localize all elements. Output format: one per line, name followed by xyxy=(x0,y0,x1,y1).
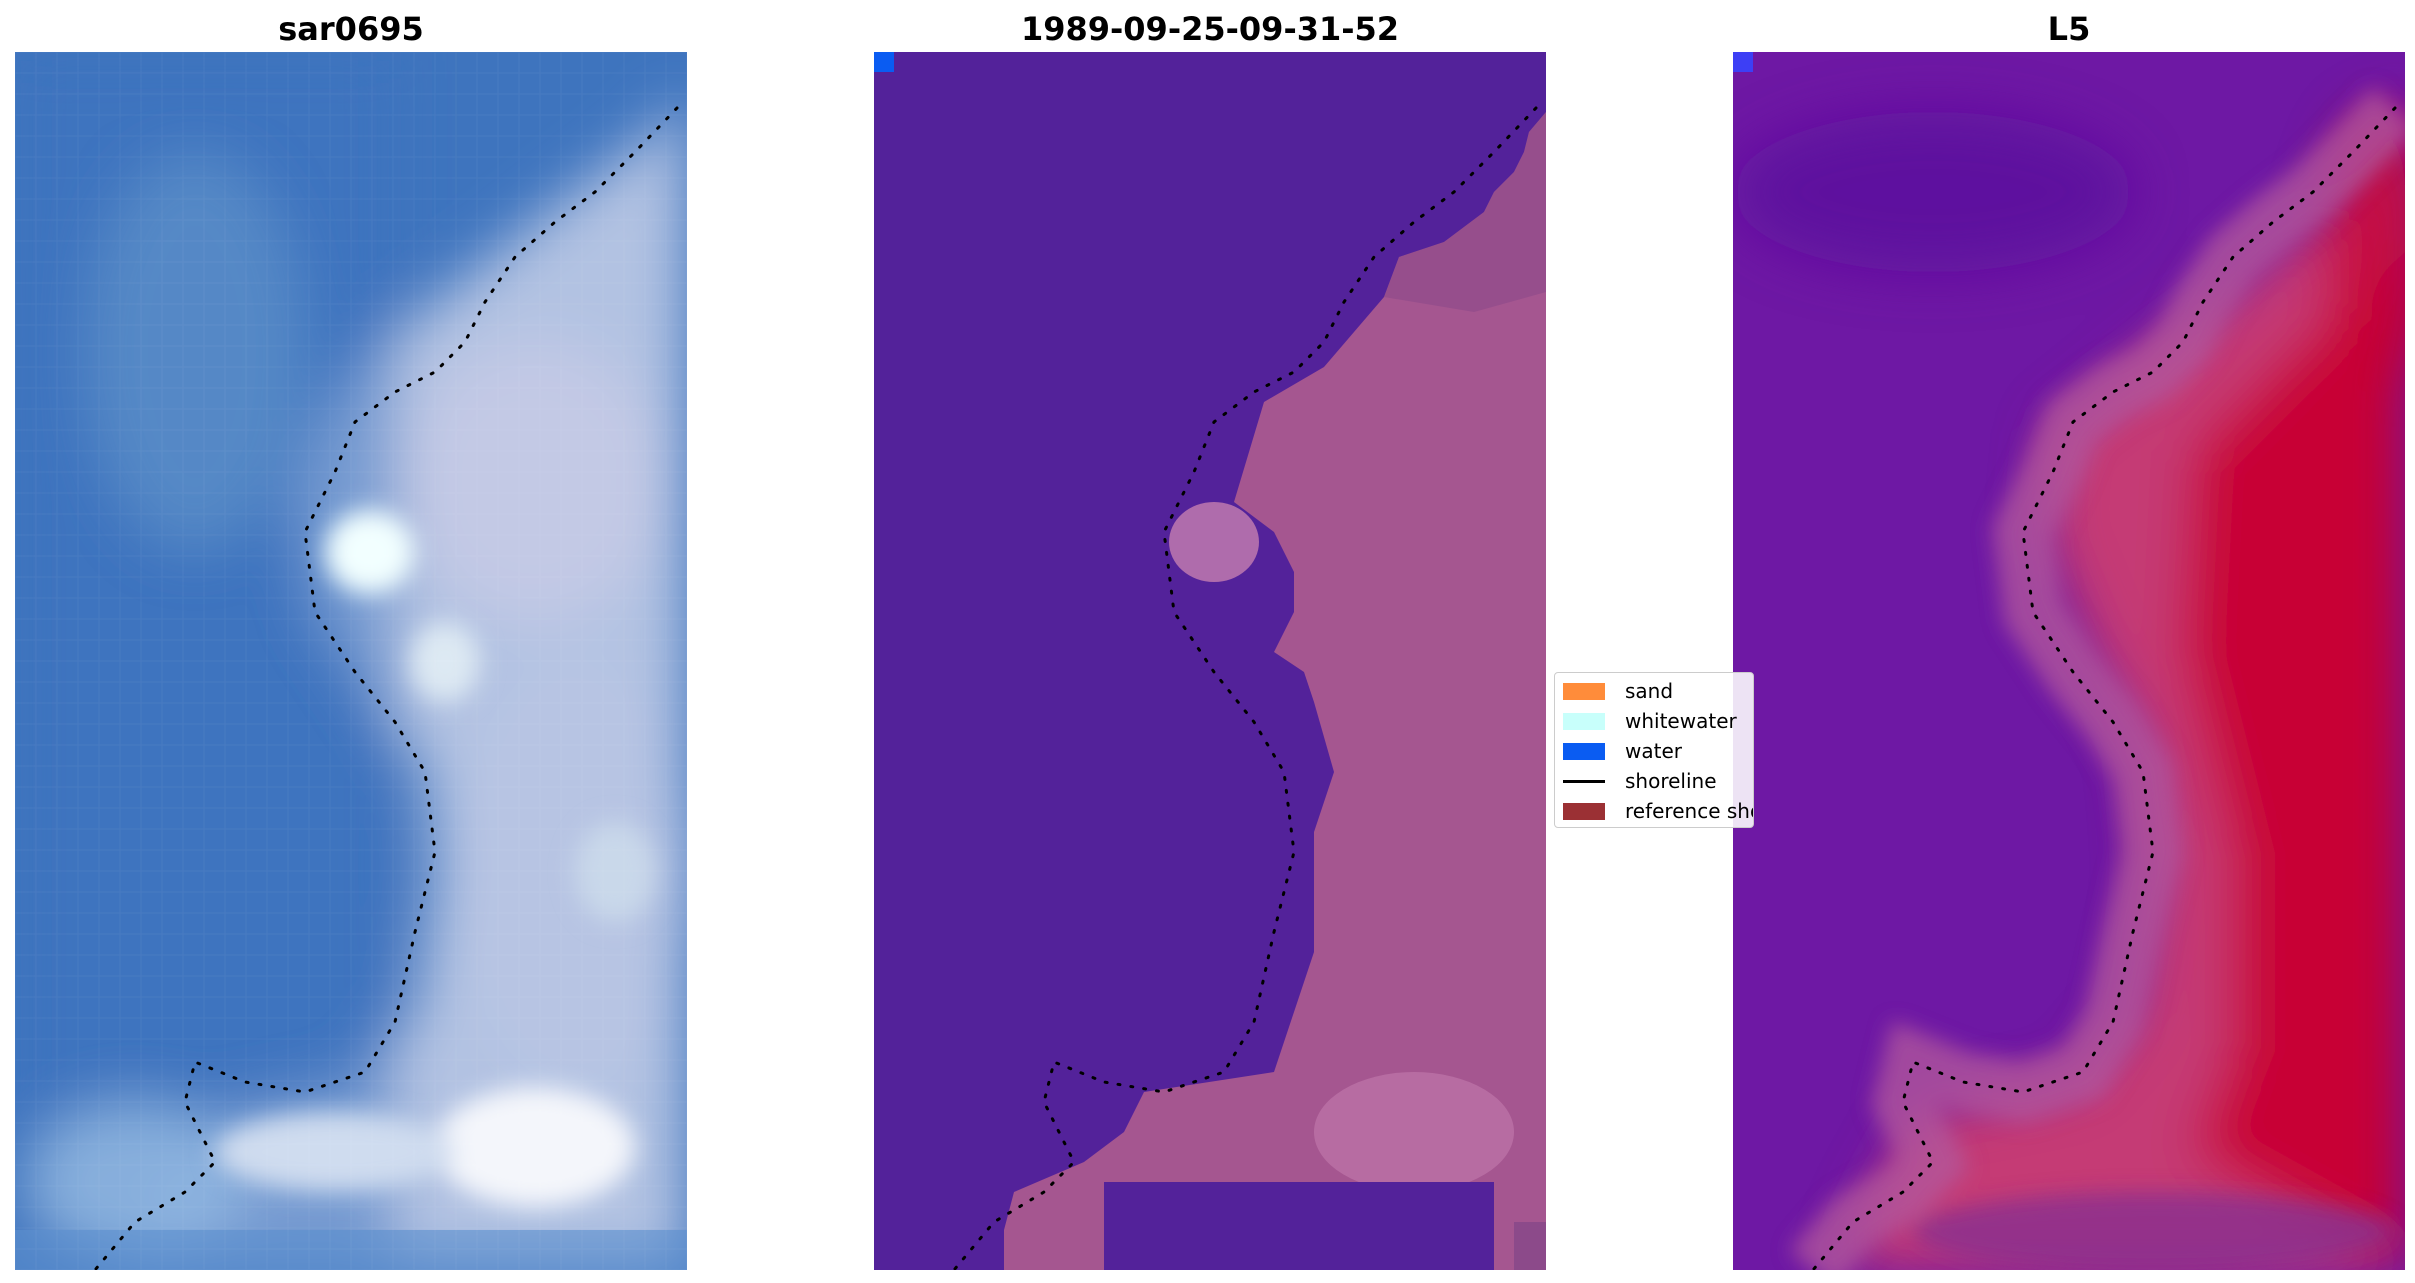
legend-item-water: water xyxy=(1563,739,1682,763)
panel-title-classified: 1989-09-25-09-31-52 xyxy=(1020,10,1400,48)
legend-swatch-reference-shoreline xyxy=(1563,802,1605,820)
classified-image-panel xyxy=(874,52,1546,1270)
legend-label-whitewater: whitewater xyxy=(1625,709,1737,733)
legend-item-whitewater: whitewater xyxy=(1563,709,1737,733)
legend-swatch-water xyxy=(1563,742,1605,760)
legend: sand whitewater water shoreline referenc… xyxy=(1554,672,1754,828)
land-region xyxy=(1004,112,1546,1270)
legend-label-sand: sand xyxy=(1625,679,1674,703)
index-image-panel xyxy=(1733,52,2405,1270)
legend-item-reference-shoreline: reference shoreline xyxy=(1563,799,1753,823)
rgb-image-panel xyxy=(15,52,687,1270)
legend-swatch-sand xyxy=(1563,682,1605,700)
shoreline-trace xyxy=(93,106,679,1270)
legend-label-reference-shoreline: reference shoreline xyxy=(1625,799,1753,823)
legend-label-water: water xyxy=(1625,739,1682,763)
shoreline-trace xyxy=(952,106,1538,1270)
rgb-image xyxy=(15,52,687,1270)
shoreline-trace xyxy=(1811,106,2397,1270)
corner-pixel xyxy=(1733,52,1753,72)
water-pixel xyxy=(874,52,894,72)
legend-line-shoreline xyxy=(1563,779,1605,783)
legend-label-shoreline: shoreline xyxy=(1625,769,1717,793)
index-image xyxy=(1733,52,2405,1270)
panel-title-rgb: sar0695 xyxy=(278,10,424,48)
panel-title-index: L5 xyxy=(2047,10,2091,48)
legend-item-shoreline: shoreline xyxy=(1563,769,1717,793)
legend-swatch-whitewater xyxy=(1563,712,1605,730)
legend-item-sand: sand xyxy=(1563,679,1673,703)
classified-image xyxy=(874,52,1546,1270)
